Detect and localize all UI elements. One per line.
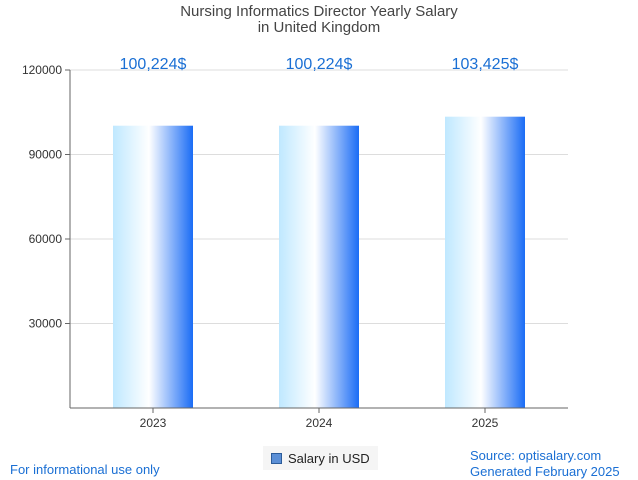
chart-subtitle: in United Kingdom — [257, 19, 381, 36]
y-tick-label: 60000 — [29, 232, 63, 246]
y-tick-label: 120000 — [22, 63, 62, 77]
data-label: 100,224$ — [120, 56, 187, 73]
x-tick-label: 2023 — [140, 416, 167, 430]
data-label: 103,425$ — [452, 56, 519, 73]
x-tick-label: 2025 — [472, 416, 499, 430]
y-tick-label: 90000 — [29, 148, 63, 162]
x-tick-label: 2024 — [306, 416, 333, 430]
disclaimer-text: For informational use only — [10, 462, 160, 477]
source-text: Source: optisalary.com — [470, 448, 602, 463]
legend-swatch — [271, 452, 282, 464]
legend: Salary in USD — [263, 446, 378, 470]
bar — [279, 125, 359, 409]
data-label: 100,224$ — [286, 56, 353, 73]
y-tick-label: 30000 — [29, 317, 63, 331]
chart-title: Nursing Informatics Director Yearly Sala… — [180, 3, 458, 20]
bar — [113, 125, 193, 409]
chart-title-block: Nursing Informatics Director Yearly Sala… — [0, 4, 638, 36]
source-block: Source: optisalary.com Generated Februar… — [470, 448, 620, 480]
bar — [445, 116, 525, 408]
legend-label: Salary in USD — [288, 450, 370, 466]
generated-text: Generated February 2025 — [470, 464, 620, 479]
